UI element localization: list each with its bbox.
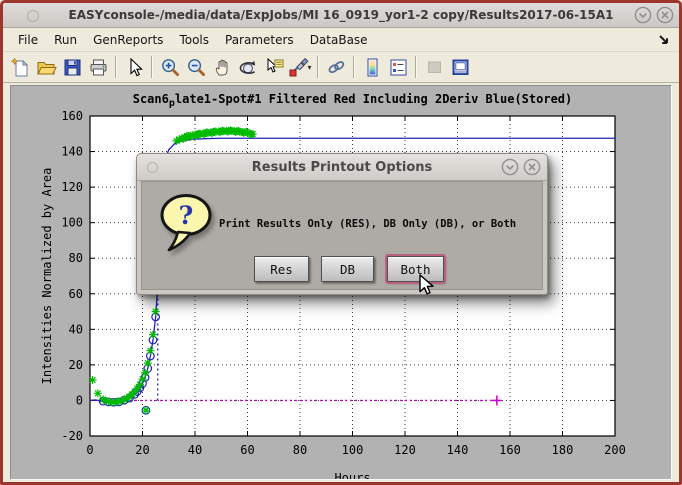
svg-text:100: 100 bbox=[342, 443, 364, 457]
svg-text:100: 100 bbox=[61, 216, 83, 230]
dialog-body: ? Print Results Only (RES), DB Only (DB)… bbox=[141, 181, 543, 290]
svg-text:-20: -20 bbox=[61, 429, 83, 443]
toolbar-separator bbox=[415, 56, 417, 78]
zoom-in-icon bbox=[161, 58, 179, 76]
svg-text:140: 140 bbox=[61, 145, 83, 159]
brush-button[interactable]: ▾ bbox=[287, 54, 313, 80]
window-shade-button[interactable] bbox=[634, 6, 652, 24]
menu-item-genreports[interactable]: GenReports bbox=[93, 32, 164, 47]
pointer-icon bbox=[129, 57, 143, 76]
toolbar-separator bbox=[115, 56, 117, 78]
rotate-3d-button[interactable] bbox=[235, 54, 261, 80]
window-menu-icon[interactable] bbox=[27, 10, 39, 22]
window-title: EASYconsole-/media/data/ExpJobs/MI 16_09… bbox=[68, 8, 614, 22]
menu-item-parameters[interactable]: Parameters bbox=[225, 32, 294, 47]
save-icon bbox=[64, 59, 80, 75]
series-zero-end-plus-marker bbox=[491, 395, 502, 406]
mouse-cursor bbox=[418, 274, 435, 301]
svg-text:40: 40 bbox=[69, 322, 83, 336]
insert-legend-icon bbox=[390, 59, 406, 75]
data-cursor-icon bbox=[267, 57, 283, 73]
insert-colorbar-button[interactable] bbox=[359, 54, 385, 80]
close-icon bbox=[656, 6, 674, 24]
svg-text:80: 80 bbox=[293, 443, 307, 457]
svg-text:40: 40 bbox=[188, 443, 202, 457]
question-bubble-icon: ? bbox=[158, 192, 216, 258]
save-button[interactable] bbox=[59, 54, 85, 80]
hide-plot-tools-button bbox=[421, 54, 447, 80]
dialog-button-row: Res DB Both bbox=[142, 254, 542, 284]
svg-text:120: 120 bbox=[61, 180, 83, 194]
svg-text:60: 60 bbox=[69, 287, 83, 301]
dock-arrow-icon[interactable] bbox=[657, 32, 671, 51]
svg-text:0: 0 bbox=[76, 393, 83, 407]
zoom-in-button[interactable] bbox=[157, 54, 183, 80]
zoom-out-button[interactable] bbox=[183, 54, 209, 80]
dialog-shade-button[interactable] bbox=[501, 158, 519, 176]
svg-text:180: 180 bbox=[552, 443, 574, 457]
dialog-button-db[interactable]: DB bbox=[321, 256, 374, 282]
svg-text:20: 20 bbox=[69, 358, 83, 372]
chevron-down-icon bbox=[501, 158, 519, 176]
svg-text:Scan6plate1-Spot#1 Filtered Re: Scan6plate1-Spot#1 Filtered Red Includin… bbox=[133, 92, 573, 109]
svg-text:Hours: Hours bbox=[334, 471, 370, 479]
window-close-button[interactable] bbox=[656, 6, 674, 24]
dialog-button-res[interactable]: Res bbox=[254, 256, 309, 282]
menu-item-database[interactable]: DataBase bbox=[309, 32, 368, 47]
chevron-down-icon bbox=[634, 6, 652, 24]
menubar: File Run GenReports Tools Parameters DataBase bbox=[3, 28, 679, 51]
open-folder-icon bbox=[36, 61, 57, 74]
svg-text:60: 60 bbox=[240, 443, 254, 457]
toolbar-separator bbox=[317, 56, 319, 78]
dialog-titlebar[interactable]: Results Printout Options bbox=[137, 154, 547, 181]
svg-text:160: 160 bbox=[499, 443, 521, 457]
svg-text:200: 200 bbox=[604, 443, 626, 457]
rotate-3d-icon bbox=[239, 60, 255, 74]
toolbar-separator bbox=[151, 56, 153, 78]
new-document-icon bbox=[10, 56, 28, 76]
results-printout-dialog: Results Printout Options bbox=[136, 153, 548, 295]
link-plots-icon bbox=[328, 60, 344, 73]
dialog-menu-icon[interactable] bbox=[147, 162, 158, 173]
pan-hand-icon bbox=[215, 59, 227, 75]
hide-plot-tools-icon bbox=[427, 61, 441, 73]
svg-text:?: ? bbox=[179, 201, 194, 230]
data-cursor-button[interactable] bbox=[261, 54, 287, 80]
series-filtered-data-asterisks bbox=[88, 126, 257, 415]
dialog-button-both[interactable]: Both bbox=[385, 254, 446, 284]
dialog-close-button[interactable] bbox=[523, 158, 541, 176]
brush-icon bbox=[289, 57, 309, 76]
svg-text:Intensities Normalized by Area: Intensities Normalized by Area bbox=[40, 168, 54, 385]
zoom-out-icon bbox=[187, 58, 205, 76]
window-titlebar[interactable]: EASYconsole-/media/data/ExpJobs/MI 16_09… bbox=[3, 3, 679, 28]
toolbar-separator bbox=[353, 56, 355, 78]
print-icon bbox=[90, 59, 106, 75]
new-document-button[interactable] bbox=[7, 54, 33, 80]
dock-plot-tools-button[interactable] bbox=[447, 54, 473, 80]
link-plots-button[interactable] bbox=[323, 54, 349, 80]
svg-text:160: 160 bbox=[61, 109, 83, 123]
dialog-title: Results Printout Options bbox=[251, 159, 433, 175]
open-folder-button[interactable] bbox=[33, 54, 59, 80]
insert-legend-button[interactable] bbox=[385, 54, 411, 80]
dock-plot-tools-icon bbox=[452, 59, 468, 75]
toolbar: ▾ bbox=[3, 51, 679, 83]
svg-text:20: 20 bbox=[135, 443, 149, 457]
menu-item-file[interactable]: File bbox=[18, 32, 39, 47]
menu-item-tools[interactable]: Tools bbox=[179, 32, 209, 47]
svg-text:0: 0 bbox=[86, 443, 93, 457]
svg-text:80: 80 bbox=[69, 251, 83, 265]
pan-hand-button[interactable] bbox=[209, 54, 235, 80]
pointer-button[interactable] bbox=[121, 54, 147, 80]
print-button[interactable] bbox=[85, 54, 111, 80]
insert-colorbar-icon bbox=[367, 58, 377, 76]
close-icon bbox=[523, 158, 541, 176]
svg-text:140: 140 bbox=[447, 443, 469, 457]
dropdown-caret-icon[interactable]: ▾ bbox=[307, 62, 312, 72]
dialog-message: Print Results Only (RES), DB Only (DB), … bbox=[219, 218, 517, 230]
svg-text:120: 120 bbox=[394, 443, 416, 457]
menu-item-run[interactable]: Run bbox=[54, 32, 78, 47]
